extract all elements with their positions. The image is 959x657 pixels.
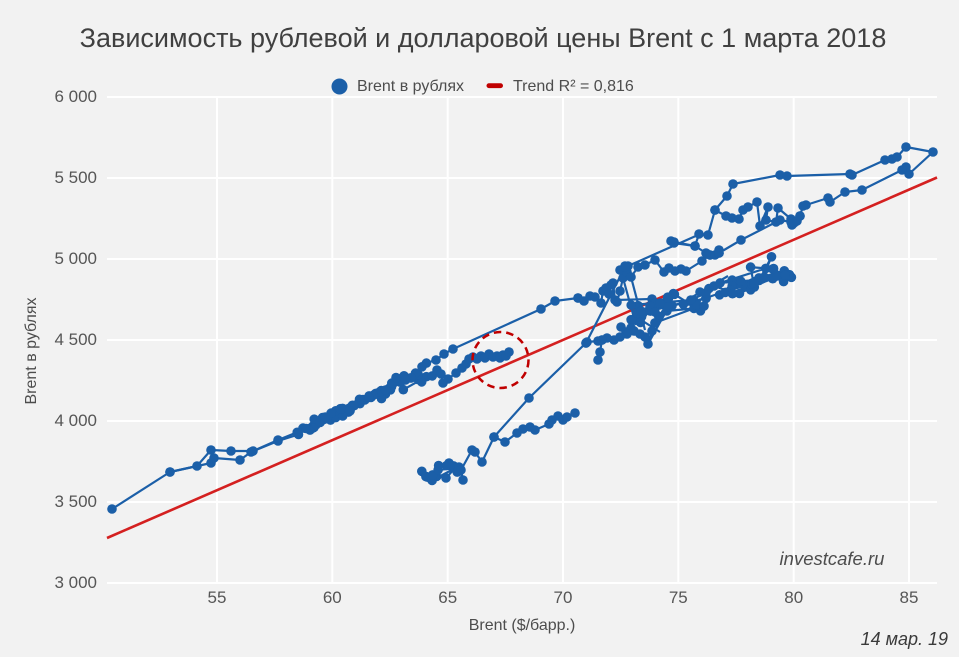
svg-text:Brent в рублях: Brent в рублях bbox=[23, 298, 40, 405]
svg-text:4 500: 4 500 bbox=[54, 330, 97, 349]
svg-text:5 500: 5 500 bbox=[54, 168, 97, 187]
svg-text:Brent ($/барр.): Brent ($/барр.) bbox=[469, 617, 576, 634]
svg-text:65: 65 bbox=[438, 588, 457, 607]
svg-text:80: 80 bbox=[784, 588, 803, 607]
svg-text:Зависимость рублевой и долларо: Зависимость рублевой и долларовой цены B… bbox=[80, 23, 887, 53]
svg-text:3 000: 3 000 bbox=[54, 573, 97, 592]
svg-text:6 000: 6 000 bbox=[54, 87, 97, 106]
svg-text:Trend R² = 0,816: Trend R² = 0,816 bbox=[513, 78, 634, 95]
svg-text:55: 55 bbox=[208, 588, 227, 607]
svg-text:Brent в рублях: Brent в рублях bbox=[357, 78, 464, 95]
svg-text:3 500: 3 500 bbox=[54, 492, 97, 511]
svg-text:70: 70 bbox=[554, 588, 573, 607]
svg-text:75: 75 bbox=[669, 588, 688, 607]
svg-text:85: 85 bbox=[900, 588, 919, 607]
svg-text:5 000: 5 000 bbox=[54, 249, 97, 268]
svg-text:4 000: 4 000 bbox=[54, 411, 97, 430]
svg-text:14 мар. 19: 14 мар. 19 bbox=[861, 629, 948, 649]
svg-text:60: 60 bbox=[323, 588, 342, 607]
svg-text:investcafe.ru: investcafe.ru bbox=[780, 548, 885, 569]
